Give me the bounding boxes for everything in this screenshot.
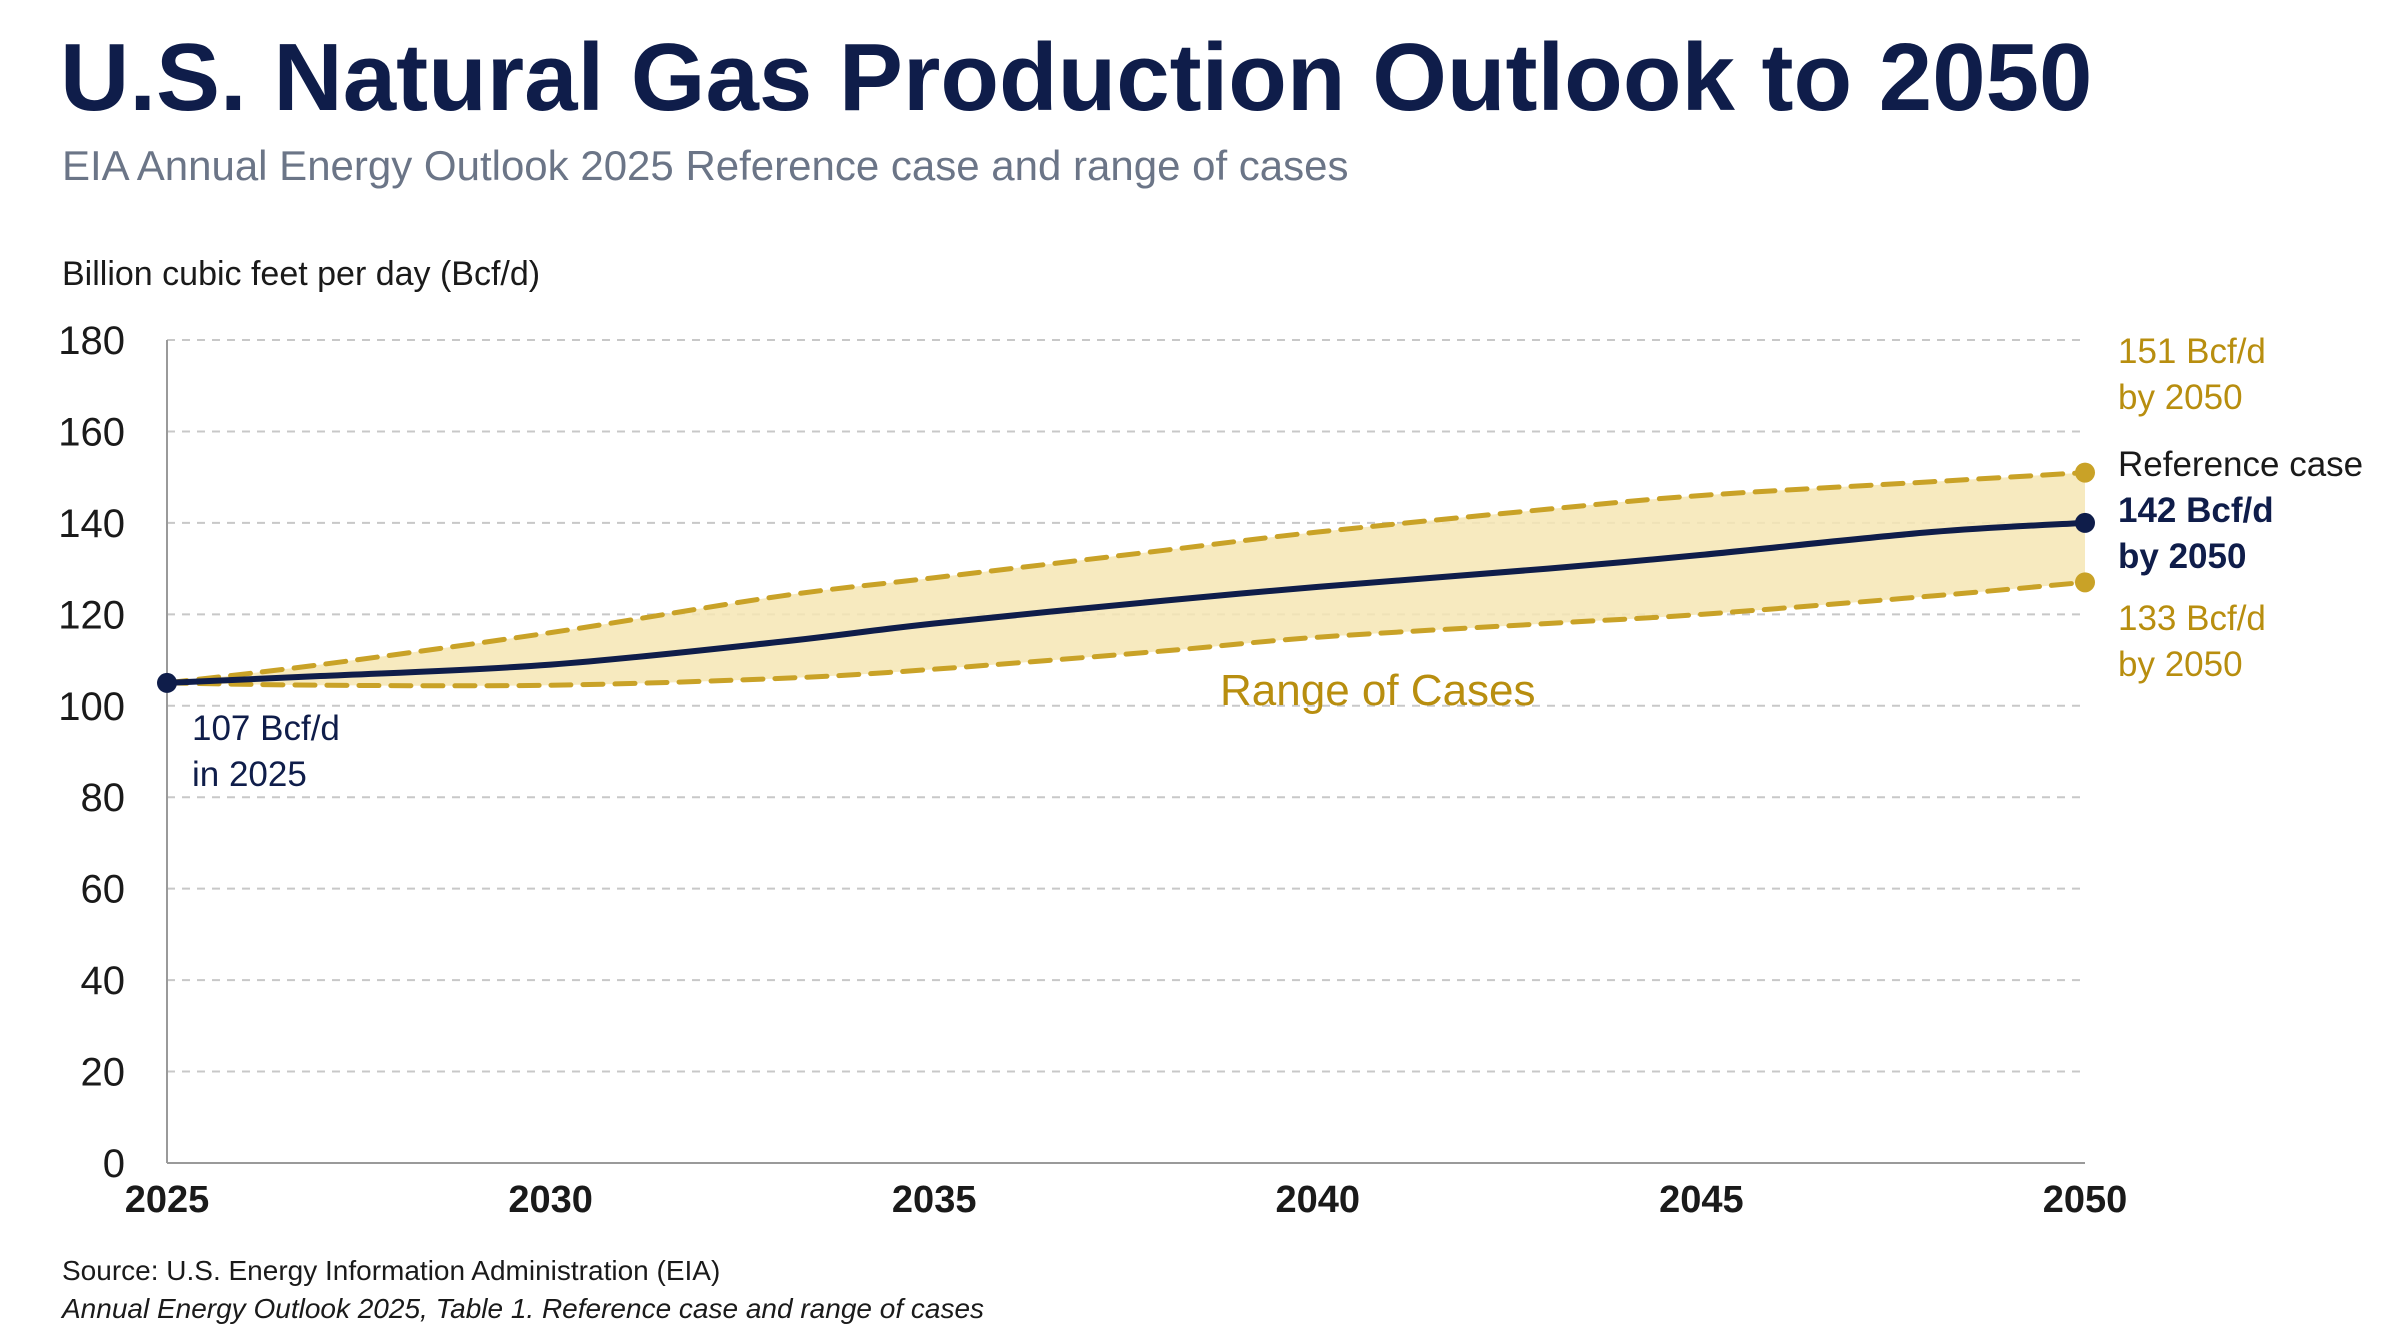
axes	[166, 340, 2085, 1164]
reference-year-label: by 2050	[2118, 537, 2246, 576]
high-end-marker	[2075, 462, 2095, 483]
endpoint-markers	[157, 462, 2095, 693]
low-annotation: 133 Bcf/d by 2050	[2118, 599, 2266, 684]
reference-end-marker	[2075, 512, 2095, 533]
y-tick-40: 40	[81, 959, 126, 1003]
y-tick-0: 0	[103, 1142, 125, 1186]
x-tick-2035: 2035	[892, 1179, 977, 1221]
x-tick-2025: 2025	[125, 1179, 210, 1221]
y-tick-180: 180	[58, 319, 125, 363]
series-lines	[164, 470, 2088, 689]
y-tick-160: 160	[58, 410, 125, 454]
y-tick-140: 140	[58, 502, 125, 546]
chart-title: U.S. Natural Gas Production Outlook to 2…	[60, 24, 2092, 131]
start-annotation: 107 Bcf/d in 2025	[192, 709, 340, 794]
x-tick-2040: 2040	[1276, 1179, 1361, 1221]
high-value-label: 151 Bcf/d	[2118, 332, 2266, 371]
low-end-marker	[2075, 572, 2095, 593]
range-band	[167, 472, 2085, 686]
reference-value-label: 142 Bcf/d	[2118, 491, 2274, 530]
y-tick-60: 60	[81, 868, 126, 912]
source-note: Source: U.S. Energy Information Administ…	[62, 1255, 720, 1286]
y-tick-80: 80	[81, 776, 126, 820]
start-value-label: 107 Bcf/d	[192, 709, 340, 748]
high-case-line	[164, 470, 2088, 686]
range-band-fill	[167, 472, 2085, 686]
reference-case-label: Reference case	[2118, 445, 2363, 484]
chart-subtitle: EIA Annual Energy Outlook 2025 Reference…	[62, 142, 1349, 189]
x-tick-2050: 2050	[2043, 1179, 2128, 1221]
reference-case-line	[164, 519, 2088, 686]
range-of-cases-label: Range of Cases	[1220, 666, 1536, 715]
gridlines	[167, 339, 2085, 1073]
source-citation: Annual Energy Outlook 2025, Table 1. Ref…	[60, 1293, 984, 1324]
y-tick-100: 100	[58, 685, 125, 729]
y-tick-120: 120	[58, 593, 125, 637]
low-case-line	[164, 579, 2088, 689]
high-year-label: by 2050	[2118, 378, 2243, 417]
low-year-label: by 2050	[2118, 645, 2243, 684]
x-tick-2045: 2045	[1659, 1179, 1744, 1221]
start-year-label: in 2025	[192, 755, 307, 794]
x-tick-2030: 2030	[508, 1179, 593, 1221]
y-axis-label: Billion cubic feet per day (Bcf/d)	[62, 255, 540, 293]
y-tick-20: 20	[81, 1051, 126, 1095]
start-point-marker	[157, 672, 177, 693]
high-annotation: 151 Bcf/d by 2050	[2118, 332, 2266, 417]
low-value-label: 133 Bcf/d	[2118, 599, 2266, 638]
reference-annotation: Reference case 142 Bcf/d by 2050	[2118, 445, 2363, 576]
